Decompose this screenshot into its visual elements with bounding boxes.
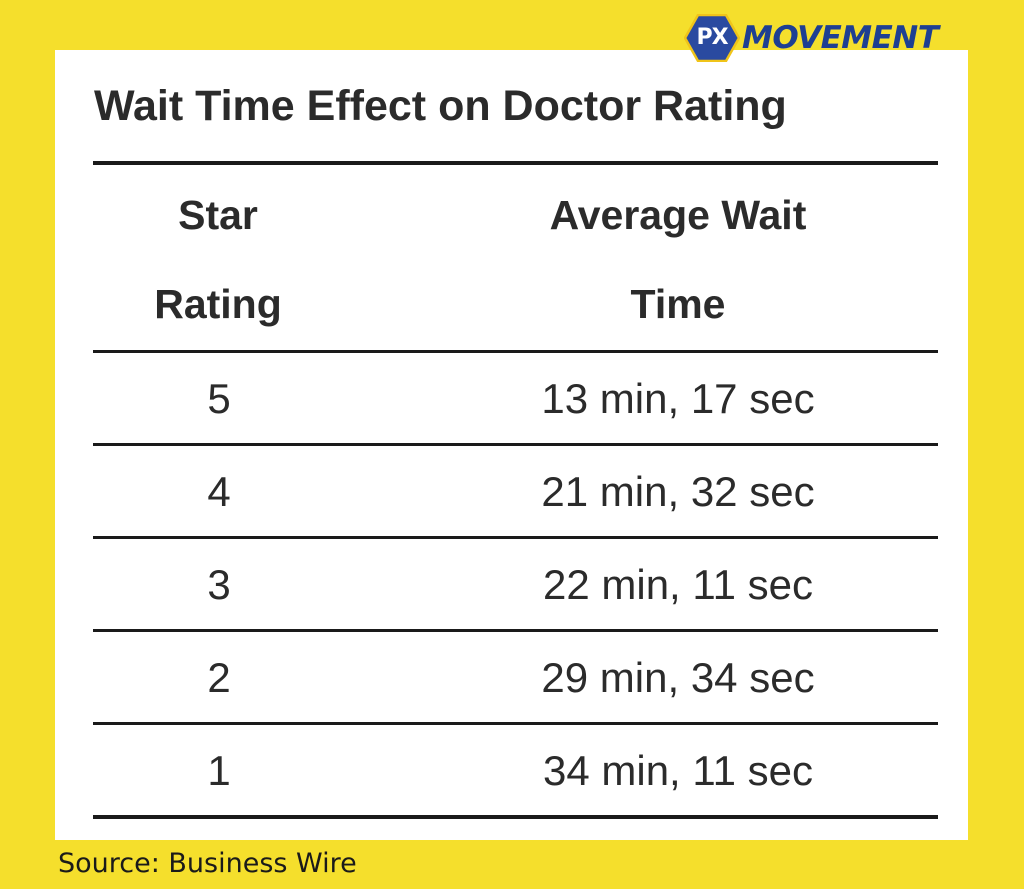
column-header-star-line1: Star — [178, 192, 258, 238]
row-rule — [93, 722, 938, 725]
star-rating-cell: 4 — [207, 468, 231, 515]
average-wait-cell: 21 min, 32 sec — [541, 468, 815, 515]
chart-title: Wait Time Effect on Doctor Rating — [94, 82, 787, 130]
header-rule — [93, 350, 938, 353]
average-wait-cell: 22 min, 11 sec — [542, 561, 814, 608]
column-header-star-line2: Rating — [154, 281, 282, 327]
px-badge-icon: PX — [684, 14, 740, 62]
star-rating-cell: 2 — [207, 654, 231, 701]
row-rule — [93, 629, 938, 632]
row-rule — [93, 443, 938, 446]
star-rating-cell: 3 — [207, 561, 231, 608]
star-rating-cell: 5 — [207, 375, 231, 422]
average-wait-cell: 29 min, 34 sec — [541, 654, 815, 701]
source-note: Source: Business Wire — [58, 848, 357, 879]
row-rule — [93, 815, 938, 819]
logo-badge-text: PX — [696, 25, 728, 50]
average-wait-cell: 34 min, 11 sec — [542, 747, 814, 794]
column-header-wait-line1: Average Wait — [549, 192, 807, 238]
row-rule — [93, 536, 938, 539]
average-wait-cell: 13 min, 17 sec — [541, 375, 815, 422]
logo-wordmark: MOVEMENT — [742, 20, 939, 56]
column-header-wait-line2: Time — [630, 281, 726, 327]
px-movement-logo: PX MOVEMENT — [684, 12, 939, 64]
top-rule — [93, 161, 938, 165]
star-rating-cell: 1 — [207, 747, 231, 794]
